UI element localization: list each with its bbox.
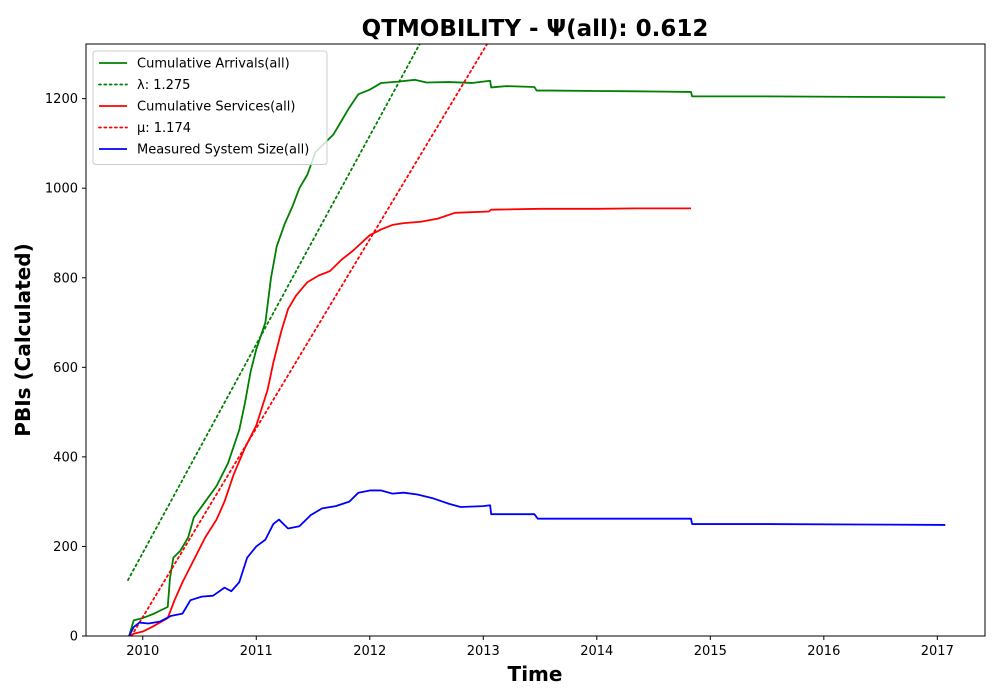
series-line-2 bbox=[128, 207, 692, 636]
y-tick-label: 200 bbox=[53, 540, 78, 555]
y-axis-label: PBIs (Calculated) bbox=[11, 243, 35, 436]
legend-entry: Measured System Size(all) bbox=[137, 143, 309, 158]
x-tick-label: 2012 bbox=[353, 644, 386, 659]
legend-entry: μ: 1.174 bbox=[137, 121, 191, 136]
x-tick-label: 2014 bbox=[580, 644, 613, 659]
x-axis: 2010 2011 2012 2013 2014 2015 2016 2017 bbox=[126, 636, 954, 659]
plot-frame bbox=[85, 43, 986, 637]
series-line-3 bbox=[130, 44, 489, 636]
legend-entry: Cumulative Services(all) bbox=[137, 100, 295, 115]
legend-box bbox=[92, 50, 328, 165]
legend: Cumulative Arrivals(all) λ: 1.275 Cumulati… bbox=[92, 50, 328, 165]
x-tick-label: 2016 bbox=[807, 644, 840, 659]
legend-entry: Cumulative Arrivals(all) bbox=[137, 57, 290, 72]
x-axis-label: Time bbox=[508, 662, 563, 686]
y-tick-label: 0 bbox=[70, 630, 78, 645]
series-line-1 bbox=[127, 44, 421, 581]
x-tick-label: 2013 bbox=[467, 644, 500, 659]
y-tick-label: 1000 bbox=[45, 182, 78, 197]
y-tick-label: 400 bbox=[53, 450, 78, 465]
legend-entry: λ: 1.275 bbox=[137, 78, 190, 93]
chart-title: QTMOBILITY - Ψ(all): 0.612 bbox=[362, 16, 709, 42]
y-tick-label: 600 bbox=[53, 361, 78, 376]
x-tick-label: 2017 bbox=[921, 644, 954, 659]
x-tick-label: 2015 bbox=[694, 644, 727, 659]
x-tick-label: 2010 bbox=[126, 644, 159, 659]
y-axis: 0 200 400 600 800 1000 1200 bbox=[45, 92, 86, 645]
series-line-4 bbox=[128, 489, 946, 636]
y-tick-label: 800 bbox=[53, 271, 78, 286]
y-tick-label: 1200 bbox=[45, 92, 78, 107]
x-tick-label: 2011 bbox=[240, 644, 273, 659]
